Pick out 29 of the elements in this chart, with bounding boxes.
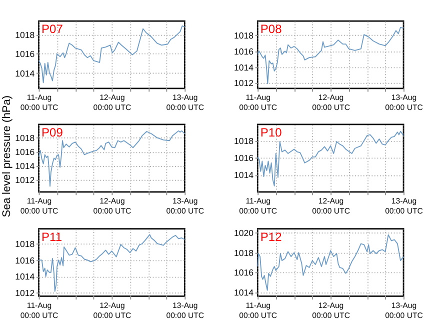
y-tick-label: 1016: [15, 255, 35, 266]
y-tick-label: 1016: [234, 268, 254, 278]
y-tick-label: 1014: [15, 272, 35, 282]
chart-title: P11: [42, 230, 62, 244]
y-tick-label: 1014: [234, 288, 254, 298]
y-tick-label: 1016: [234, 152, 254, 163]
y-tick-label: 1018: [15, 133, 35, 144]
chart-title: P12: [260, 230, 282, 244]
y-tick-label: 1018: [234, 248, 254, 258]
y-tick-label: 1018: [15, 238, 35, 249]
y-tick-label: 1012: [15, 175, 35, 186]
y-tick-label: 1018: [15, 30, 35, 40]
chart-title: P07: [42, 22, 64, 36]
y-tick-label: 1016: [234, 46, 254, 56]
y-tick-label: 1014: [15, 161, 35, 172]
y-axis-title: Sea level pressure (hPa): [1, 95, 14, 218]
y-tick-label: 1018: [234, 136, 254, 146]
y-tick-label: 1016: [15, 147, 35, 158]
y-tick-label: 1016: [15, 49, 35, 60]
y-tick-label: 1014: [15, 68, 35, 78]
y-tick-label: 1018: [234, 30, 254, 41]
y-tick-label: 1014: [234, 170, 254, 180]
y-tick-label: 1012: [15, 288, 35, 298]
chart-title: P10: [260, 125, 282, 140]
y-tick-label: 1012: [234, 78, 254, 88]
chart-title: P08: [260, 22, 282, 36]
y-tick-label: 1020: [234, 228, 254, 238]
chart-title: P09: [42, 125, 64, 140]
y-tick-label: 1014: [234, 62, 254, 72]
